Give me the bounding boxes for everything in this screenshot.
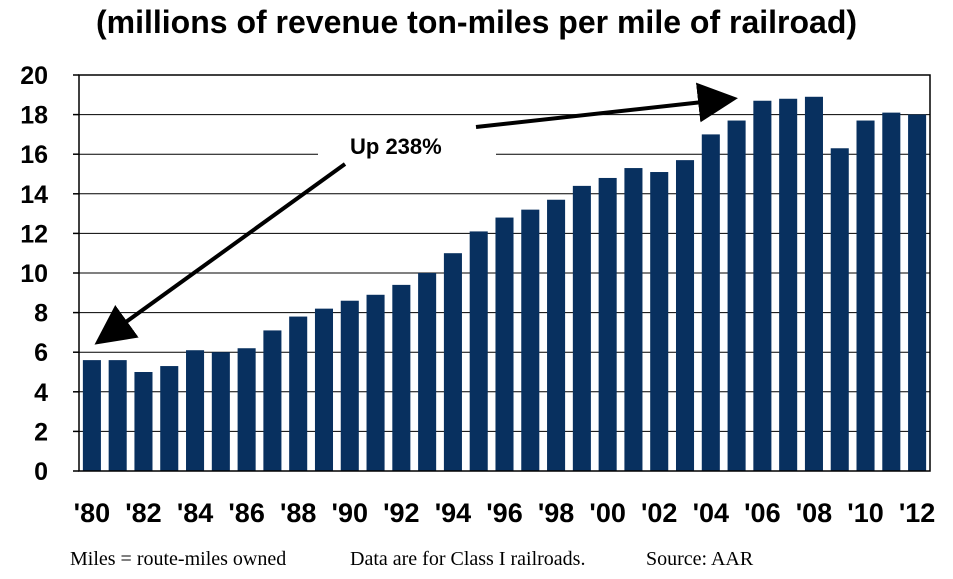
y-tick-label: 8 bbox=[34, 300, 48, 328]
bar-1981 bbox=[108, 360, 127, 471]
bar-1990 bbox=[340, 300, 359, 471]
bar-2007 bbox=[779, 98, 798, 471]
y-tick-label: 2 bbox=[34, 418, 48, 446]
bar-2012 bbox=[908, 114, 927, 471]
x-tick-label: '84 bbox=[177, 498, 213, 528]
y-tick-label: 12 bbox=[20, 220, 48, 248]
bar-2011 bbox=[882, 112, 901, 472]
annotation-group: Up 238% bbox=[94, 82, 738, 345]
bar-2003 bbox=[675, 160, 695, 471]
bar-1985 bbox=[211, 352, 230, 471]
bar-1986 bbox=[237, 348, 256, 471]
bar-1989 bbox=[314, 308, 334, 471]
chart-title: (millions of revenue ton-miles per mile … bbox=[95, 4, 858, 40]
x-tick-label: '94 bbox=[435, 498, 471, 528]
y-tick-label: 18 bbox=[20, 102, 48, 130]
y-tick-label: 6 bbox=[34, 339, 48, 367]
x-tick-label: '86 bbox=[228, 498, 264, 528]
bar-2004 bbox=[701, 134, 720, 471]
x-tick-label: '02 bbox=[641, 498, 677, 528]
y-tick-label: 4 bbox=[34, 379, 48, 407]
x-tick-label: '10 bbox=[847, 498, 883, 528]
bar-2001 bbox=[624, 168, 643, 471]
y-tick-label: 16 bbox=[20, 141, 48, 169]
bar-1998 bbox=[547, 199, 566, 472]
footer-source: Source: AAR bbox=[646, 548, 754, 570]
bar-1996 bbox=[495, 217, 514, 471]
annotation-background bbox=[318, 128, 496, 164]
x-tick-label: '92 bbox=[383, 498, 419, 528]
bars bbox=[82, 96, 927, 472]
y-tick-label: 0 bbox=[34, 458, 48, 486]
bar-2005 bbox=[727, 120, 746, 471]
bar-1980 bbox=[82, 360, 101, 471]
arrow-to-1980 bbox=[94, 162, 347, 345]
x-tick-label: '90 bbox=[332, 498, 368, 528]
bar-2010 bbox=[856, 120, 875, 471]
x-tick-label: '80 bbox=[74, 498, 110, 528]
x-tick-label: '96 bbox=[486, 498, 522, 528]
bar-1988 bbox=[289, 316, 308, 471]
bar-1992 bbox=[392, 284, 411, 471]
y-tick-label: 14 bbox=[20, 181, 48, 209]
arrow-to-peak bbox=[475, 82, 738, 129]
x-tick-label: '04 bbox=[693, 498, 729, 528]
bar-2002 bbox=[650, 172, 669, 471]
bar-1983 bbox=[160, 366, 179, 471]
x-tick-label: '06 bbox=[744, 498, 780, 528]
y-tick-label: 10 bbox=[20, 260, 48, 288]
footer-note-class: Data are for Class I railroads. bbox=[350, 548, 586, 570]
bar-2009 bbox=[830, 148, 849, 471]
bar-1982 bbox=[134, 372, 153, 471]
bar-1999 bbox=[572, 185, 591, 471]
y-axis-ticks: 0 2 4 6 8 10 12 14 16 18 20 bbox=[20, 62, 79, 486]
x-tick-label: '00 bbox=[589, 498, 625, 528]
x-tick-label: '08 bbox=[796, 498, 832, 528]
bar-1994 bbox=[443, 253, 462, 471]
annotation-label: Up 238% bbox=[350, 134, 442, 159]
bar-2000 bbox=[598, 177, 617, 471]
bar-2006 bbox=[753, 100, 772, 472]
bar-1997 bbox=[521, 209, 540, 471]
x-tick-label: '98 bbox=[538, 498, 574, 528]
bar-2008 bbox=[804, 96, 823, 471]
footer-note-miles: Miles = route-miles owned bbox=[70, 548, 287, 570]
x-tick-label: '82 bbox=[125, 498, 161, 528]
bar-1995 bbox=[469, 231, 488, 471]
bar-1984 bbox=[186, 350, 205, 471]
x-axis-ticks: '80 '82 '84 '86 '88 '90 '92 '94 '96 '98 '00 '02 '04 '… bbox=[74, 498, 936, 528]
x-tick-label: '12 bbox=[899, 498, 935, 528]
bar-1987 bbox=[263, 330, 282, 471]
y-tick-label: 20 bbox=[20, 62, 48, 90]
bar-1993 bbox=[418, 273, 437, 471]
x-tick-label: '88 bbox=[280, 498, 316, 528]
bar-1991 bbox=[366, 294, 385, 471]
